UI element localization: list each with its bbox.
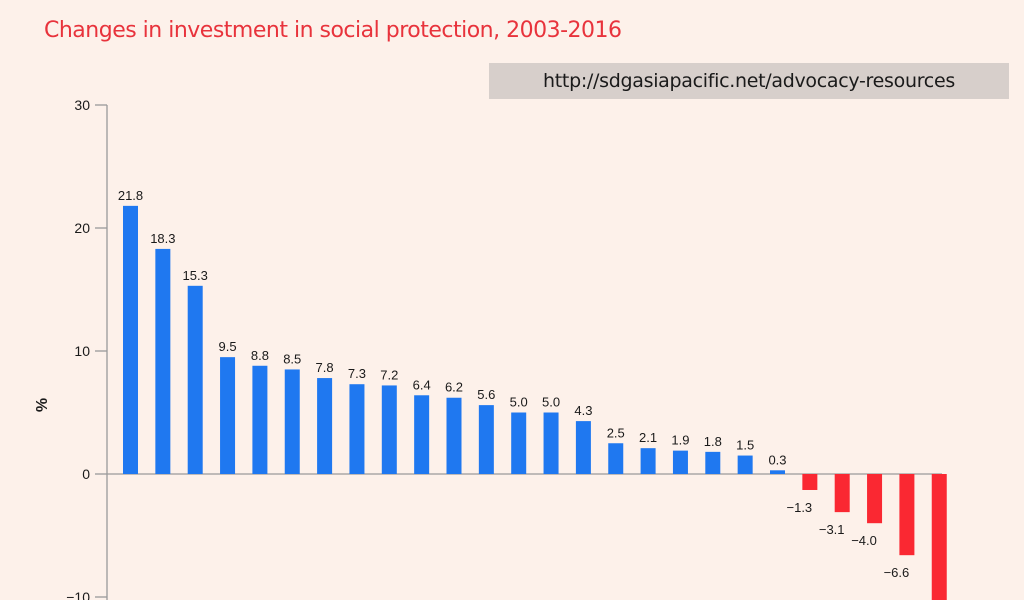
bar: [867, 474, 883, 524]
data-label: −6.6: [884, 565, 910, 580]
bar: [414, 395, 430, 474]
bar: [284, 369, 300, 474]
data-label: −4.0: [851, 533, 877, 548]
y-tick-label: 0: [82, 466, 90, 482]
data-label: 8.8: [251, 348, 269, 363]
data-label: 5.6: [477, 387, 495, 402]
chart-title: Changes in investment in social protecti…: [44, 18, 622, 43]
y-tick-label: 30: [74, 97, 90, 113]
bar: [252, 365, 268, 474]
bar: [349, 384, 365, 474]
data-label: 7.3: [348, 366, 366, 381]
bar: [478, 405, 494, 474]
bar: [511, 412, 527, 474]
bar: [446, 397, 462, 474]
data-label: 5.0: [510, 395, 528, 410]
data-label: 1.9: [671, 433, 689, 448]
bar: [187, 285, 203, 474]
bar: [543, 412, 559, 474]
y-tick-label: 20: [74, 220, 90, 236]
y-axis-label: %: [34, 398, 51, 412]
data-label: 1.5: [736, 438, 754, 453]
data-label: 6.4: [413, 377, 431, 392]
data-label: 2.5: [607, 425, 625, 440]
bar: [705, 451, 721, 474]
bar: [802, 474, 818, 490]
data-label: 4.3: [574, 403, 592, 418]
data-label: 9.5: [219, 339, 237, 354]
data-label: −3.1: [819, 522, 845, 537]
y-tick-label: 10: [74, 343, 90, 359]
data-label: 1.8: [704, 434, 722, 449]
data-label: 2.1: [639, 430, 657, 445]
bar: [220, 357, 236, 474]
bar: [672, 450, 688, 474]
y-tick-label: −10: [66, 589, 90, 600]
data-label: −1.3: [787, 500, 813, 515]
data-label: 8.5: [283, 351, 301, 366]
bar: [317, 378, 333, 474]
bar: [123, 205, 138, 475]
bar: [575, 421, 591, 474]
bar: [834, 474, 850, 513]
data-label: 18.3: [150, 231, 175, 246]
bar: [640, 448, 656, 474]
source-url-banner: http://sdgasiapacific.net/advocacy-resou…: [489, 63, 1009, 99]
data-labels: 21.8 18.3 15.3 9.5 8.8 8.5 7.8 7.3 7.2 6.4 6.2 5.6 5…: [118, 188, 909, 580]
bar: [770, 470, 785, 474]
bar: [899, 474, 915, 556]
data-label: 15.3: [183, 268, 208, 283]
bars: [123, 205, 947, 600]
data-label: 21.8: [118, 188, 143, 203]
data-label: 0.3: [768, 452, 786, 467]
data-label: 5.0: [542, 395, 560, 410]
data-label: 7.8: [316, 360, 334, 375]
data-label: 6.2: [445, 380, 463, 395]
source-url-text: http://sdgasiapacific.net/advocacy-resou…: [543, 70, 955, 92]
bar: [155, 248, 171, 474]
bar: [381, 385, 397, 474]
bar: [737, 455, 753, 474]
data-label: 7.2: [380, 367, 398, 382]
bar: [931, 474, 947, 600]
bar: [608, 443, 624, 474]
